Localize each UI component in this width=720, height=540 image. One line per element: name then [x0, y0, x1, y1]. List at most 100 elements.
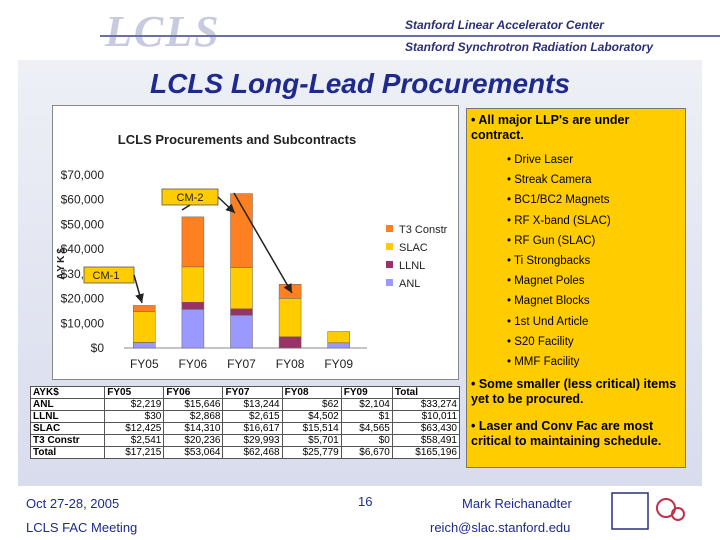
y-tick-label: $20,000	[61, 292, 105, 306]
annotation-label: CM-1	[93, 270, 120, 282]
legend-swatch	[386, 243, 393, 250]
y-tick-label: $10,000	[61, 316, 105, 330]
note-item: • S20 Facility	[507, 335, 574, 348]
legend-label: ANL	[399, 278, 420, 290]
slac-logo	[611, 492, 685, 530]
table-header-cell: FY09	[340, 386, 393, 399]
table-header-cell: Total	[391, 386, 461, 399]
bar-segment	[133, 305, 156, 312]
note-item: • MMF Facility	[507, 356, 580, 368]
bar-segment	[278, 284, 302, 299]
page-number: 16	[358, 494, 373, 509]
note-item: • RF X-band (SLAC)	[507, 214, 611, 227]
table-cell: $20,236	[163, 434, 224, 447]
table-cell: $14,310	[163, 422, 224, 435]
table-cell: $4,502	[281, 410, 342, 423]
table-row-label: SLAC	[29, 422, 106, 435]
table-cell: $2,868	[163, 410, 224, 423]
table-cell: $63,430	[391, 422, 461, 435]
table-cell: $25,779	[281, 446, 342, 459]
table-cell: $2,541	[104, 434, 165, 447]
table-cell: $165,196	[391, 446, 461, 459]
note-item: • BC1/BC2 Magnets	[507, 194, 610, 207]
note-item: • 1st Und Article	[507, 315, 589, 328]
x-tick-label: FY06	[179, 357, 208, 371]
x-tick-label: FY09	[324, 357, 353, 371]
table-header-cell: FY05	[104, 386, 165, 399]
annotation-label: CM-2	[177, 192, 204, 204]
x-tick-label: FY08	[276, 357, 305, 371]
table-cell: $29,993	[222, 434, 283, 447]
slide-title: LCLS Long-Lead Procurements	[149, 68, 571, 99]
bar-segment	[230, 267, 253, 310]
table-row-label: T3 Constr	[29, 434, 106, 447]
table-row-label: Total	[29, 446, 106, 459]
table-row-label: ANL	[29, 398, 106, 411]
table-body: ANL $2,219 $15,646 $13,244 $62 $2,104 $33,274 L…	[29, 398, 461, 459]
legend-swatch	[386, 225, 393, 232]
annotation-arrow	[133, 274, 144, 304]
lcls-logo: LCLS	[105, 7, 221, 56]
chart-title: LCLS Procurements and Subcontracts	[118, 132, 356, 147]
note-main-1: • All major LLP's are under contract.	[471, 113, 630, 142]
bar-segment	[278, 336, 302, 349]
y-tick-label: $50,000	[61, 217, 105, 231]
table-row: ANL $2,219 $15,646 $13,244 $62 $2,104 $33,274	[29, 398, 461, 411]
header-divider	[100, 35, 720, 37]
table-cell: $4,565	[340, 422, 393, 435]
footer-email: reich@slac.stanford.edu	[430, 520, 571, 535]
table-cell: $10,011	[391, 410, 461, 423]
legend-label: LLNL	[399, 260, 425, 272]
table-cell: $2,615	[222, 410, 283, 423]
footer-author: Mark Reichanadter	[462, 496, 572, 511]
notes-panel: • All major LLP's are under contract. • …	[466, 108, 686, 468]
bar-segment	[327, 331, 350, 344]
y-axis-label: AYK$	[56, 246, 67, 280]
footer-meeting: LCLS FAC Meeting	[26, 520, 138, 535]
legend-swatch	[386, 261, 393, 268]
table-cell: $2,104	[340, 398, 393, 411]
legend-swatch	[386, 279, 393, 286]
table-cell: $6,670	[340, 446, 393, 459]
table-cell: $16,617	[222, 422, 283, 435]
legend-label: SLAC	[399, 242, 428, 254]
bar-segment	[230, 308, 253, 316]
table-cell: $58,491	[391, 434, 461, 447]
table-cell: $5,701	[281, 434, 342, 447]
note-item: • Ti Strongbacks	[507, 255, 591, 267]
procurement-table: AYK$ FY05 FY06 FY07 FY08 FY09 Total ANL $2,219 $…	[29, 386, 461, 459]
bar-segment	[230, 315, 253, 349]
table-cell: $1	[340, 410, 393, 423]
table-cell: $13,244	[222, 398, 283, 411]
table-cell: $17,215	[104, 446, 165, 459]
table-cell: $30	[104, 410, 165, 423]
slide-header	[0, 0, 720, 60]
org-name-slac: Stanford Linear Accelerator Center	[405, 18, 604, 32]
annotation-arrow	[217, 196, 236, 214]
table-cell: $62	[281, 398, 342, 411]
table-header-cell: FY06	[163, 386, 224, 399]
note-item: • Magnet Blocks	[507, 295, 590, 308]
table-row: LLNL $30 $2,868 $2,615 $4,502 $1 $10,011	[29, 410, 461, 423]
bar-segment	[181, 301, 205, 310]
annotation-arrow	[233, 192, 293, 294]
bar-segment	[327, 342, 350, 349]
x-tick-label: FY05	[130, 357, 159, 371]
note-item: • Drive Laser	[507, 154, 574, 166]
table-cell: $2,219	[104, 398, 165, 411]
annotation-connector	[181, 204, 191, 211]
table-row-label: LLNL	[29, 410, 106, 423]
legend-box	[382, 219, 457, 301]
x-tick-label: FY07	[227, 357, 256, 371]
table-header-cell: AYK$	[29, 386, 106, 399]
table-header-cell: FY08	[281, 386, 342, 399]
note-main-2: • Some smaller (less critical) items yet…	[471, 377, 677, 406]
y-tick-label: $0	[91, 341, 105, 355]
table-cell: $33,274	[391, 398, 461, 411]
y-tick-label: $40,000	[61, 242, 105, 256]
table-row: T3 Constr $2,541 $20,236 $29,993 $5,701 $0 $58…	[29, 434, 461, 447]
table-cell: $62,468	[222, 446, 283, 459]
note-item: • RF Gun (SLAC)	[507, 234, 596, 247]
bar-segment	[133, 311, 156, 343]
table-row: Total $17,215 $53,064 $62,468 $25,779 $6,670 $…	[29, 446, 461, 459]
